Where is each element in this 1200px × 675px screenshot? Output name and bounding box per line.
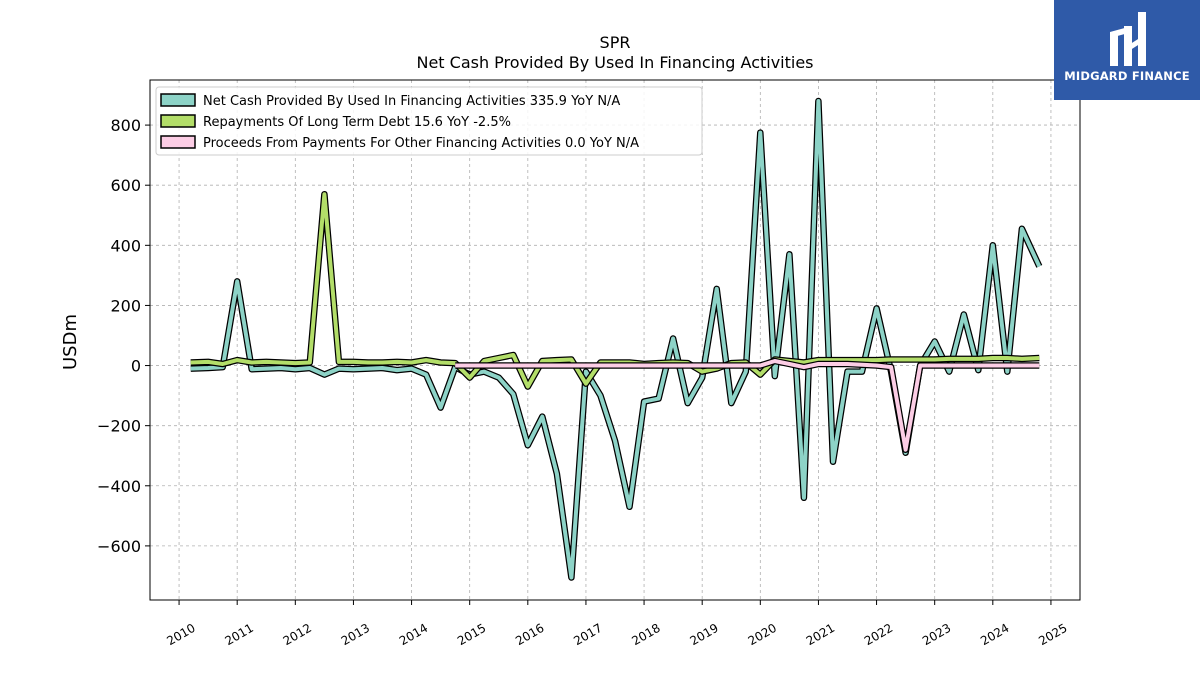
y-tick-label: 200: [110, 296, 141, 315]
y-axis-label: USDm: [60, 314, 81, 370]
legend-label-1: Repayments Of Long Term Debt 15.6 YoY -2…: [203, 115, 511, 130]
x-tick-label: 2015: [455, 621, 488, 648]
y-tick-label: −400: [97, 477, 141, 496]
y-tick-label: −600: [97, 537, 141, 556]
x-tick-label: 2019: [687, 621, 720, 648]
x-tick-label: 2018: [629, 621, 662, 648]
brand-logo: MIDGARD FINANCE: [1054, 0, 1200, 100]
y-tick-label: 800: [110, 116, 141, 135]
x-tick-label: 2020: [746, 621, 779, 648]
legend-swatch-1: [160, 114, 196, 128]
series-lines: [190, 97, 1043, 581]
series-line-1: [190, 192, 1040, 389]
legend-label-2: Proceeds From Payments For Other Financi…: [203, 136, 639, 151]
x-tick-label: 2023: [920, 621, 953, 648]
plot-frame: [149, 79, 1081, 601]
chart-title: SPR: [600, 33, 631, 52]
y-tick-label: 600: [110, 176, 141, 195]
x-tick-label: 2024: [978, 621, 1011, 648]
series-outline-0: [190, 97, 1043, 581]
x-tick-label: 2012: [281, 621, 314, 648]
y-tick-label: −200: [97, 417, 141, 436]
x-tick-label: 2016: [513, 621, 546, 648]
x-tick-label: 2010: [164, 621, 197, 648]
grid: [150, 80, 1080, 600]
legend-label-0: Net Cash Provided By Used In Financing A…: [203, 94, 620, 109]
y-tick-label: 400: [110, 236, 141, 255]
legend-swatch-0: [160, 93, 196, 107]
logo-text: MIDGARD FINANCE: [1064, 69, 1190, 83]
x-tick-label: 2011: [222, 621, 255, 648]
x-tick-label: 2025: [1036, 621, 1069, 648]
legend-swatch-2: [160, 135, 196, 149]
x-tick-label: 2017: [571, 621, 604, 648]
legend: Net Cash Provided By Used In Financing A…: [155, 86, 703, 156]
series-line-0: [190, 99, 1042, 580]
chart-subtitle: Net Cash Provided By Used In Financing A…: [416, 53, 813, 72]
x-tick-label: 2014: [397, 621, 430, 648]
legend-box: [155, 86, 703, 156]
y-tick-label: 0: [131, 357, 141, 376]
series-line-2: [455, 359, 1040, 452]
x-tick-label: 2022: [862, 621, 895, 648]
x-tick-label: 2013: [339, 621, 372, 648]
x-tick-label: 2021: [804, 621, 837, 648]
logo-mark-icon: [1110, 12, 1146, 66]
